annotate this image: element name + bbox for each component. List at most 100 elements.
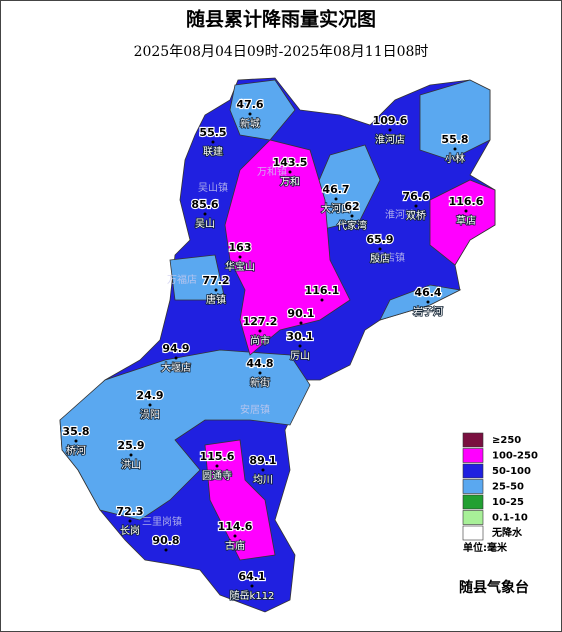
zone-25-50 <box>419 79 491 161</box>
station-dot <box>203 212 207 216</box>
station-dot <box>74 439 78 443</box>
station-dot <box>378 247 382 251</box>
town-name: 殷店镇 <box>375 251 405 264</box>
legend-label: 0.1-10 <box>492 513 528 524</box>
footer: 随县气象台 <box>459 579 529 596</box>
station-name: 大河口 <box>321 202 351 215</box>
station-value: 46.4 <box>414 286 441 299</box>
town-name: 万和镇 <box>257 165 287 178</box>
station-value: 90.1 <box>287 307 314 320</box>
station-dot <box>288 170 292 174</box>
legend-swatch <box>462 525 484 541</box>
station-name: 洪山 <box>121 459 141 471</box>
station-value: 116.6 <box>449 195 484 208</box>
station-name: 随岳k112 <box>230 589 275 602</box>
station-dot <box>258 371 262 375</box>
station-name: 厉山 <box>290 350 310 362</box>
station-value: 55.8 <box>441 133 468 146</box>
station-value: 163 <box>229 241 252 254</box>
town-name: 万福店 <box>167 273 197 286</box>
station-value: 46.7 <box>322 183 349 196</box>
legend-label: 50-100 <box>492 466 531 477</box>
station-value: 127.2 <box>243 315 278 328</box>
station-dot <box>464 209 468 213</box>
legend-swatch <box>462 463 484 479</box>
station-dot <box>215 464 219 468</box>
legend-swatch <box>462 510 484 525</box>
station-value: 47.6 <box>236 98 263 111</box>
legend-swatch <box>462 479 484 494</box>
station-value: 64.1 <box>238 570 265 583</box>
legend-swatch <box>462 432 484 448</box>
station-dot <box>414 204 418 208</box>
station-value: 65.9 <box>366 233 393 246</box>
station-name: 涢阳 <box>140 409 160 421</box>
station-dot <box>261 468 265 472</box>
station-dot <box>164 548 168 552</box>
legend-label: 25-50 <box>492 482 524 493</box>
station-name: 均川 <box>253 474 273 486</box>
station-name: 圆通寺 <box>202 470 232 482</box>
station-value: 77.2 <box>202 274 229 287</box>
station-value: 115.6 <box>200 450 235 463</box>
station-name: 唐镇 <box>206 293 226 306</box>
zone-25-50 <box>169 254 226 301</box>
legend-label: ≥250 <box>492 435 521 446</box>
station-name: 新城 <box>240 117 260 130</box>
station-name: 新街 <box>250 376 270 389</box>
station-dot <box>211 140 215 144</box>
station-dot <box>334 197 338 201</box>
station-dot <box>299 321 303 325</box>
station-name: 代家湾 <box>337 219 367 232</box>
station-value: 76.6 <box>402 190 429 203</box>
station-name: 华宝山 <box>225 260 255 273</box>
station-dot <box>148 403 152 407</box>
subtitle: 2025年08月04日09时-2025年08月11日08时 <box>134 44 429 60</box>
station-value: 24.9 <box>136 389 163 402</box>
town-name: 三里岗镇 <box>142 515 182 528</box>
station-name: 草店 <box>456 214 476 227</box>
map <box>59 77 496 613</box>
zone-25-50 <box>59 349 311 521</box>
town-name: 淮河镇 <box>385 208 415 221</box>
station-name: 吴山 <box>195 218 215 230</box>
station-value: 72.3 <box>116 505 143 518</box>
town-name: 安居镇 <box>240 403 270 416</box>
station-name: 淮河店 <box>375 133 405 146</box>
station-name: 殷店 <box>370 252 390 265</box>
station-name: 万和 <box>280 176 300 188</box>
station-dot <box>453 147 457 151</box>
zone-100-250 <box>204 439 276 561</box>
station-dot <box>350 214 354 218</box>
unit: 单位:毫米 <box>463 541 508 554</box>
legend: ≥250 100-250 50-100 25-50 10-25 0.1-10 无降水 <box>462 432 538 541</box>
station-dot <box>248 112 252 116</box>
legend-label: 100-250 <box>492 451 538 462</box>
station-dot <box>174 356 178 360</box>
station-dot <box>388 128 392 132</box>
station-value: 94.9 <box>162 342 189 355</box>
station-dot <box>298 344 302 348</box>
station-dot <box>250 584 254 588</box>
station-name: 尚市 <box>250 334 270 347</box>
station-name: 古庙 <box>225 539 245 552</box>
station-value: 62 <box>344 200 359 213</box>
legend-label: 无降水 <box>491 526 523 539</box>
station-value: 35.8 <box>62 425 89 438</box>
station-value: 30.1 <box>286 330 313 343</box>
zone-25-50 <box>379 284 462 321</box>
legend-swatch <box>462 448 484 463</box>
station-name: 小林 <box>445 152 465 165</box>
station-name: 大堰店 <box>161 361 191 374</box>
station-value: 44.8 <box>246 357 273 370</box>
station-dot <box>320 298 324 302</box>
station-value: 114.6 <box>218 520 253 533</box>
station-dot <box>258 329 262 333</box>
town-name: 吴山镇 <box>198 181 228 194</box>
station-dot <box>426 300 430 304</box>
station-dot <box>129 453 133 457</box>
station-value: 143.5 <box>273 156 308 169</box>
station-value: 85.6 <box>191 198 218 211</box>
